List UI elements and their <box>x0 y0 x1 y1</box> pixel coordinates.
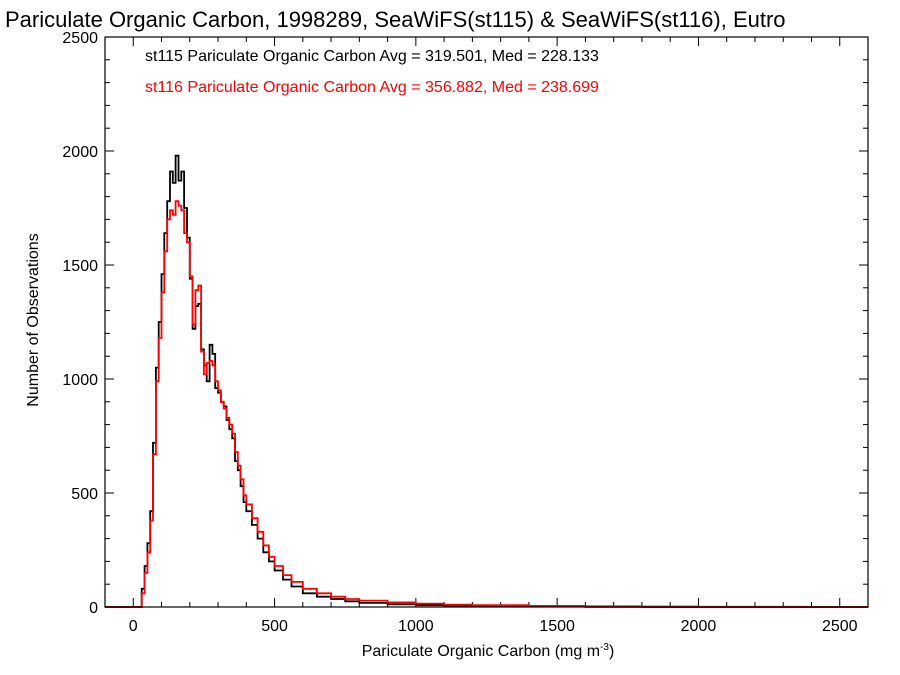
legend-st116: st116 Pariculate Organic Carbon Avg = 35… <box>145 79 599 96</box>
y-tick-label: 2500 <box>62 30 98 47</box>
y-tick-label: 500 <box>71 486 98 503</box>
x-axis-label: Pariculate Organic Carbon (mg m-3) <box>362 642 615 660</box>
axis-tick-labels: 0 500 1000 1500 2000 2500 0 500 1000 1500 2000 2500 <box>62 30 857 635</box>
series-line-1 <box>105 200 868 608</box>
axis-ticks <box>104 36 869 608</box>
y-axis-label: Number of Observations <box>25 233 42 406</box>
y-tick-label: 1500 <box>62 258 98 275</box>
x-tick-label: 2500 <box>822 618 858 635</box>
y-tick-label: 1000 <box>62 372 98 389</box>
y-tick-label: 2000 <box>62 144 98 161</box>
y-tick-label: 0 <box>89 600 98 617</box>
x-tick-label: 1500 <box>539 618 575 635</box>
x-tick-label: 2000 <box>681 618 717 635</box>
x-axis-label-exponent: -3 <box>600 642 609 653</box>
x-tick-label: 1000 <box>398 618 434 635</box>
series-layer <box>105 154 868 608</box>
plot-frame <box>104 36 869 608</box>
x-tick-label: 500 <box>261 618 288 635</box>
x-tick-label: 0 <box>129 618 138 635</box>
chart-title: Pariculate Organic Carbon, 1998289, SeaW… <box>5 7 786 32</box>
legend-st115: st115 Pariculate Organic Carbon Avg = 31… <box>145 48 599 65</box>
series-line-0 <box>105 154 868 608</box>
